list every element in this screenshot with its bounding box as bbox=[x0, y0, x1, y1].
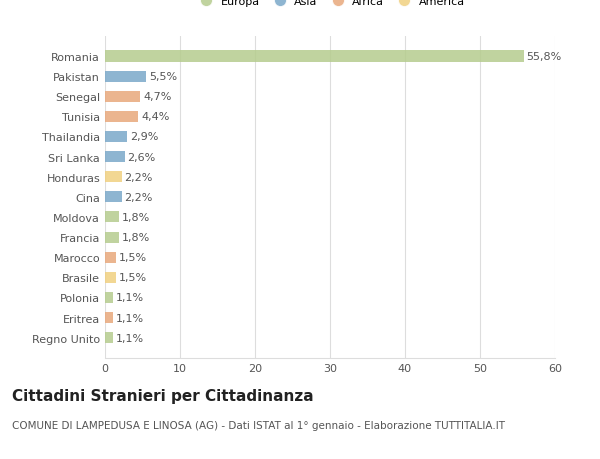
Text: 2,6%: 2,6% bbox=[128, 152, 156, 162]
Bar bbox=[105, 51, 523, 62]
Text: 4,4%: 4,4% bbox=[141, 112, 169, 122]
Text: 1,1%: 1,1% bbox=[116, 313, 145, 323]
Bar bbox=[105, 332, 113, 343]
Text: COMUNE DI LAMPEDUSA E LINOSA (AG) - Dati ISTAT al 1° gennaio - Elaborazione TUTT: COMUNE DI LAMPEDUSA E LINOSA (AG) - Dati… bbox=[12, 420, 505, 430]
Bar bbox=[105, 91, 140, 102]
Bar bbox=[105, 232, 119, 243]
Bar bbox=[105, 272, 116, 283]
Text: 55,8%: 55,8% bbox=[527, 52, 562, 62]
Text: 4,7%: 4,7% bbox=[143, 92, 172, 102]
Text: 1,5%: 1,5% bbox=[119, 273, 148, 283]
Bar bbox=[105, 112, 138, 123]
Text: 1,1%: 1,1% bbox=[116, 293, 145, 303]
Bar bbox=[105, 172, 121, 183]
Bar bbox=[105, 151, 125, 163]
Text: Cittadini Stranieri per Cittadinanza: Cittadini Stranieri per Cittadinanza bbox=[12, 388, 314, 403]
Bar bbox=[105, 192, 121, 203]
Bar bbox=[105, 72, 146, 83]
Bar bbox=[105, 212, 119, 223]
Text: 5,5%: 5,5% bbox=[149, 72, 178, 82]
Text: 2,2%: 2,2% bbox=[125, 172, 153, 182]
Legend: Europa, Asia, Africa, America: Europa, Asia, Africa, America bbox=[191, 0, 469, 11]
Text: 1,8%: 1,8% bbox=[121, 233, 150, 242]
Bar bbox=[105, 132, 127, 143]
Text: 2,2%: 2,2% bbox=[125, 192, 153, 202]
Text: 1,8%: 1,8% bbox=[121, 213, 150, 223]
Text: 2,9%: 2,9% bbox=[130, 132, 158, 142]
Bar bbox=[105, 252, 116, 263]
Bar bbox=[105, 292, 113, 303]
Text: 1,1%: 1,1% bbox=[116, 333, 145, 343]
Bar bbox=[105, 312, 113, 323]
Text: 1,5%: 1,5% bbox=[119, 252, 148, 263]
